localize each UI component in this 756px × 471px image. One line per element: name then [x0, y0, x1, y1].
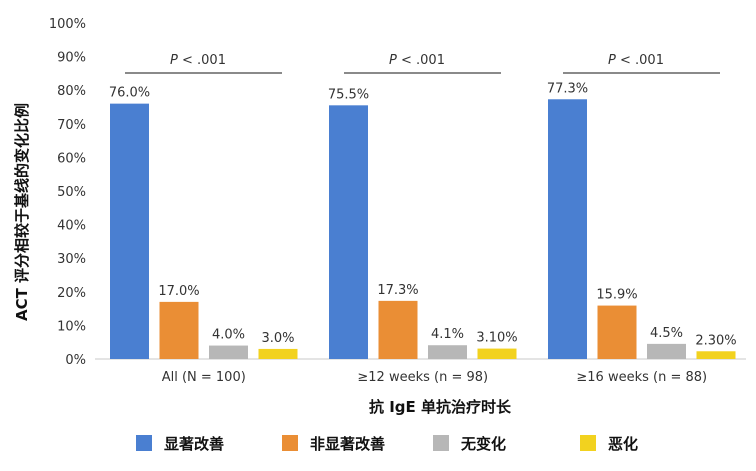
- bar: [329, 105, 368, 359]
- y-tick-label: 40%: [57, 219, 86, 234]
- data-label: 4.1%: [431, 327, 464, 342]
- bar: [548, 99, 587, 359]
- legend-label: 非显著改善: [310, 435, 385, 453]
- y-tick-label: 0%: [65, 353, 86, 368]
- legend-swatch: [282, 435, 298, 451]
- data-label: 75.5%: [328, 87, 369, 102]
- bar: [647, 343, 686, 359]
- data-label: 17.0%: [158, 284, 199, 299]
- bar: [209, 345, 248, 359]
- legend-label: 无变化: [460, 435, 506, 453]
- data-label: 4.5%: [650, 326, 683, 341]
- bar: [159, 301, 199, 359]
- data-label: 4.0%: [212, 328, 245, 343]
- y-tick-label: 10%: [57, 319, 86, 334]
- bar: [696, 351, 736, 359]
- legend-label: 显著改善: [164, 435, 224, 453]
- y-tick-label: 100%: [49, 17, 86, 32]
- legend: 显著改善 非显著改善 无变化 恶化: [136, 435, 638, 453]
- y-tick-label: 90%: [57, 51, 86, 66]
- y-tick-label: 80%: [57, 84, 86, 99]
- y-tick-label: 30%: [57, 252, 86, 267]
- y-tick-label: 60%: [57, 151, 86, 166]
- bar: [258, 348, 298, 359]
- x-tick-label: ≥12 weeks (n = 98): [357, 370, 488, 385]
- legend-swatch: [136, 435, 152, 451]
- bar: [477, 348, 517, 359]
- bar: [378, 300, 418, 359]
- y-tick-label: 50%: [57, 185, 86, 200]
- x-tick-label: All (N = 100): [162, 370, 246, 385]
- x-tick-label: ≥16 weeks (n = 88): [576, 370, 707, 385]
- y-axis-ticks: 0% 10% 20% 30% 40% 50% 60% 70% 80% 90% 100%: [49, 17, 86, 368]
- bar: [428, 345, 467, 359]
- legend-swatch: [433, 435, 449, 451]
- bars: [110, 99, 736, 359]
- bar: [597, 305, 637, 359]
- data-label: 76.0%: [109, 86, 150, 101]
- data-label: 77.3%: [547, 81, 588, 96]
- p-value-label: P < .001: [389, 53, 445, 68]
- bar: [110, 103, 149, 359]
- y-axis-title: ACT 评分相较于基线的变化比例: [13, 103, 31, 321]
- legend-swatch: [580, 435, 596, 451]
- data-labels: 76.0% 17.0% 4.0% 3.0% 75.5% 17.3% 4.1% 3.10% 77.…: [109, 81, 737, 348]
- x-axis-title: 抗 IgE 单抗治疗时长: [369, 398, 512, 416]
- data-label: 2.30%: [695, 333, 736, 348]
- data-label: 15.9%: [596, 288, 637, 303]
- y-tick-label: 70%: [57, 118, 86, 133]
- legend-label: 恶化: [608, 435, 638, 453]
- significance-brackets: P < .001 P < .001 P < .001: [125, 53, 720, 74]
- p-value-label: P < .001: [170, 53, 226, 68]
- data-label: 3.10%: [476, 331, 517, 346]
- y-tick-label: 20%: [57, 286, 86, 301]
- x-axis-categories: All (N = 100) ≥12 weeks (n = 98) ≥16 weeks…: [162, 370, 707, 385]
- data-label: 3.0%: [261, 331, 294, 346]
- p-value-label: P < .001: [608, 53, 664, 68]
- data-label: 17.3%: [377, 283, 418, 298]
